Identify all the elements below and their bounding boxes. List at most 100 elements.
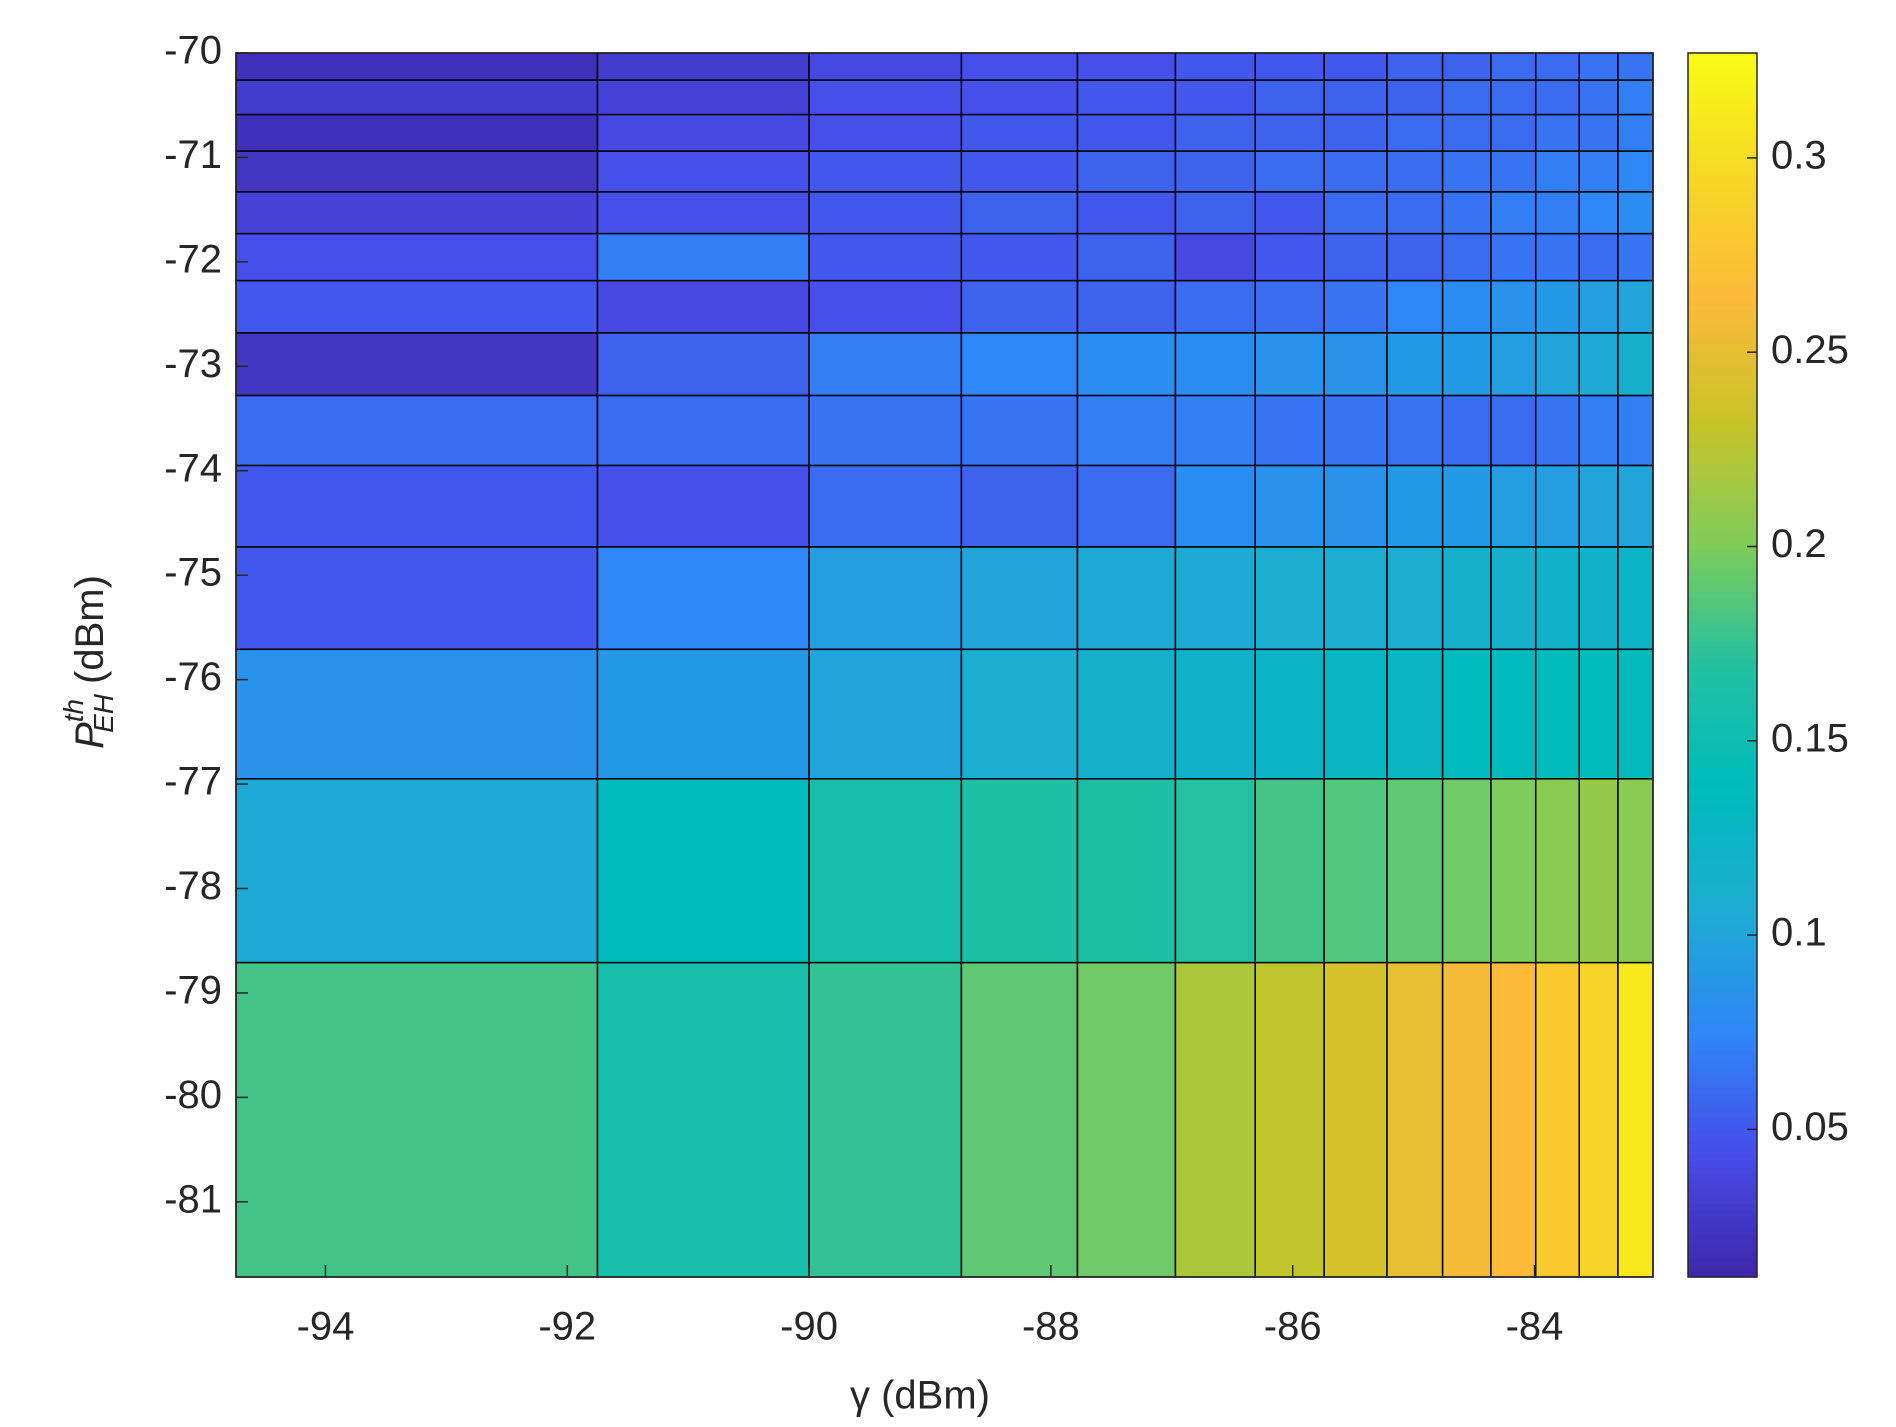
- colorbar-swatch: [1688, 1099, 1757, 1107]
- heatmap-cell: [235, 546, 599, 651]
- heatmap-cell: [1323, 191, 1388, 235]
- colorbar-swatch: [1688, 83, 1757, 91]
- heatmap-cell: [1578, 648, 1619, 780]
- colorbar-swatch: [1688, 866, 1757, 874]
- colorbar-swatch: [1688, 1166, 1757, 1174]
- colorbar-swatch: [1688, 444, 1757, 452]
- colorbar-swatch: [1688, 995, 1757, 1003]
- y-tick-label: -76: [164, 655, 222, 699]
- heatmap-cell: [1323, 778, 1388, 964]
- heatmap-cell: [1323, 232, 1388, 282]
- heatmap-cell: [1254, 648, 1325, 780]
- colorbar-swatch: [1688, 1050, 1757, 1058]
- colorbar-swatch: [1688, 132, 1757, 140]
- colorbar-swatch: [1688, 830, 1757, 837]
- heatmap-cell: [1534, 546, 1580, 651]
- y-tick-label: -74: [164, 446, 222, 490]
- colorbar-swatch: [1688, 414, 1757, 421]
- colorbar-swatch: [1688, 769, 1757, 776]
- heatmap-cell: [235, 332, 599, 397]
- heatmap-cell: [1441, 961, 1492, 1278]
- colorbar-swatch: [1688, 726, 1757, 733]
- heatmap-cell: [1323, 52, 1388, 81]
- heatmap-cell: [808, 279, 963, 334]
- colorbar-swatch: [1688, 389, 1757, 397]
- heatmap-cell: [1174, 113, 1256, 152]
- colorbar-swatch: [1688, 505, 1757, 513]
- heatmap-cell: [1386, 546, 1444, 651]
- colorbar-swatch: [1688, 475, 1757, 482]
- heatmap-cell: [1441, 546, 1492, 651]
- colorbar-swatch: [1688, 71, 1757, 79]
- colorbar-swatch: [1688, 1172, 1757, 1180]
- colorbar-swatch: [1688, 1081, 1757, 1088]
- colorbar-swatch: [1688, 199, 1757, 207]
- colorbar-swatch: [1688, 591, 1757, 599]
- heatmap-cell: [1534, 648, 1580, 780]
- heatmap-cell: [1254, 464, 1325, 548]
- colorbar-swatch: [1688, 1001, 1757, 1009]
- heatmap-cell: [1076, 52, 1177, 81]
- heatmap-cell: [596, 150, 810, 193]
- colorbar-swatch: [1688, 1093, 1757, 1101]
- heatmap-cell: [1174, 232, 1256, 282]
- colorbar-swatch: [1688, 395, 1757, 403]
- colorbar-swatch: [1688, 573, 1757, 580]
- colorbar-swatch: [1688, 383, 1757, 391]
- y-label-unit: (dBm): [68, 575, 112, 684]
- heatmap-cell: [808, 394, 963, 467]
- heatmap-cell: [1490, 648, 1537, 780]
- heatmap-cell: [1076, 79, 1177, 116]
- heatmap-cell: [235, 394, 599, 467]
- x-tick-label: -84: [1506, 1305, 1564, 1349]
- colorbar-swatch: [1688, 163, 1757, 170]
- heatmap-cell: [1254, 191, 1325, 235]
- heatmap-cell: [1441, 279, 1492, 334]
- heatmap-cell: [1174, 546, 1256, 651]
- heatmap-cell: [808, 150, 963, 193]
- colorbar-swatch: [1688, 542, 1757, 550]
- heatmap-cell: [1534, 52, 1580, 81]
- colorbar-swatch: [1688, 646, 1757, 654]
- colorbar-swatch: [1688, 952, 1757, 960]
- heatmap-cell: [1323, 464, 1388, 548]
- heatmap-cell: [1323, 546, 1388, 651]
- colorbar-swatch: [1688, 346, 1757, 354]
- heatmap-cell: [1174, 150, 1256, 193]
- colorbar-swatch: [1688, 1270, 1757, 1278]
- colorbar-swatch: [1688, 903, 1757, 911]
- heatmap-cell: [1076, 150, 1177, 193]
- heatmap-cell: [1386, 332, 1444, 397]
- heatmap-cell: [1617, 648, 1654, 780]
- colorbar-swatch: [1688, 291, 1757, 299]
- heatmap-cell: [1534, 79, 1580, 116]
- colorbar-swatch: [1688, 640, 1757, 648]
- heatmap-cell: [1578, 52, 1619, 81]
- colorbar-swatch: [1688, 1240, 1757, 1247]
- heatmap-cell: [1386, 279, 1444, 334]
- heatmap-cell: [960, 961, 1079, 1278]
- colorbar-swatch: [1688, 150, 1757, 158]
- heatmap-cell: [1174, 464, 1256, 548]
- heatmap-cell: [1323, 150, 1388, 193]
- colorbar-swatch: [1688, 316, 1757, 323]
- colorbar-swatch: [1688, 463, 1757, 470]
- colorbar-swatch: [1688, 775, 1757, 782]
- heatmap-cell: [1076, 279, 1177, 334]
- heatmap-cell: [808, 648, 963, 780]
- heatmap-cell: [808, 961, 963, 1278]
- x-tick-label: -90: [780, 1305, 838, 1349]
- colorbar-swatch: [1688, 108, 1757, 115]
- colorbar-swatch: [1688, 377, 1757, 385]
- colorbar-swatch: [1688, 915, 1757, 923]
- colorbar-swatch: [1688, 848, 1757, 856]
- colorbar-swatch: [1688, 1246, 1757, 1254]
- colorbar-swatch: [1688, 218, 1757, 225]
- heatmap-cell: [1174, 961, 1256, 1278]
- heatmap-cell: [1490, 52, 1537, 81]
- colorbar-swatch: [1688, 934, 1757, 941]
- colorbar-swatch: [1688, 1111, 1757, 1119]
- colorbar-swatch: [1688, 450, 1757, 458]
- heatmap-cell: [1617, 150, 1654, 193]
